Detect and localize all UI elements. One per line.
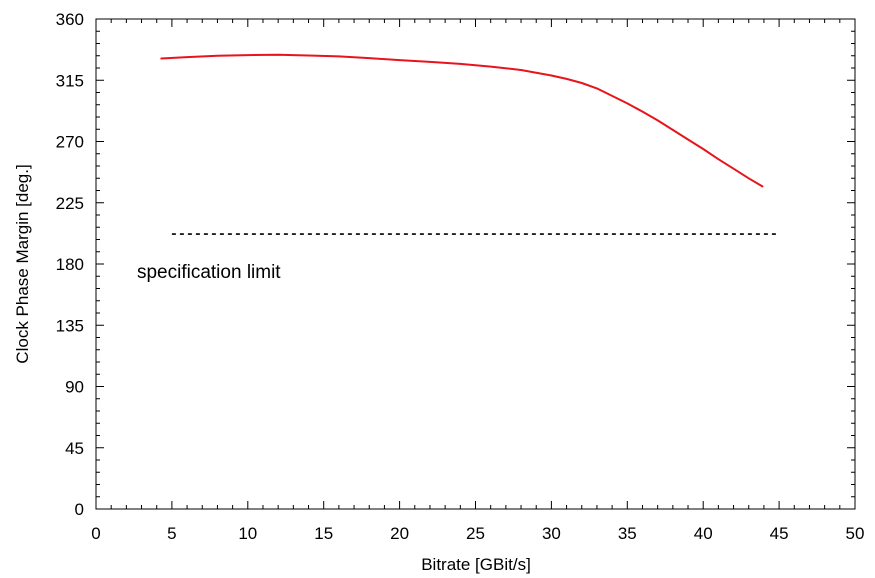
x-tick-label: 10 bbox=[238, 524, 257, 543]
y-tick-label: 90 bbox=[65, 378, 84, 397]
y-tick-label: 360 bbox=[56, 10, 84, 29]
series-layer bbox=[160, 53, 780, 235]
x-tick-label: 20 bbox=[390, 524, 409, 543]
phase-margin-line bbox=[160, 53, 764, 188]
y-tick-label: 0 bbox=[75, 500, 84, 519]
x-tick-label: 35 bbox=[618, 524, 637, 543]
x-tick-label: 50 bbox=[846, 524, 865, 543]
y-tick-label: 45 bbox=[65, 439, 84, 458]
x-tick-label: 30 bbox=[542, 524, 561, 543]
y-axis-title: Clock Phase Margin [deg.] bbox=[13, 164, 32, 363]
x-tick-label: 40 bbox=[694, 524, 713, 543]
annotation-label: specification limit bbox=[137, 262, 281, 283]
annotation-layer: specification limit bbox=[137, 262, 281, 283]
x-tick-label: 25 bbox=[466, 524, 485, 543]
y-tick-label: 180 bbox=[56, 255, 84, 274]
x-tick-label: 45 bbox=[770, 524, 789, 543]
x-axis-title: Bitrate [GBit/s] bbox=[421, 555, 531, 574]
x-tick-label: 5 bbox=[167, 524, 176, 543]
y-tick-label: 315 bbox=[56, 71, 84, 90]
x-tick-label: 0 bbox=[91, 524, 100, 543]
y-tick-label: 270 bbox=[56, 133, 84, 152]
y-tick-label: 135 bbox=[56, 316, 84, 335]
y-tick-label: 225 bbox=[56, 194, 84, 213]
x-tick-label: 15 bbox=[314, 524, 333, 543]
axes-layer: 0 5 10 15 20 25 30 35 40 45 50 0 45 90 135 180 225 270 315… bbox=[56, 10, 865, 543]
